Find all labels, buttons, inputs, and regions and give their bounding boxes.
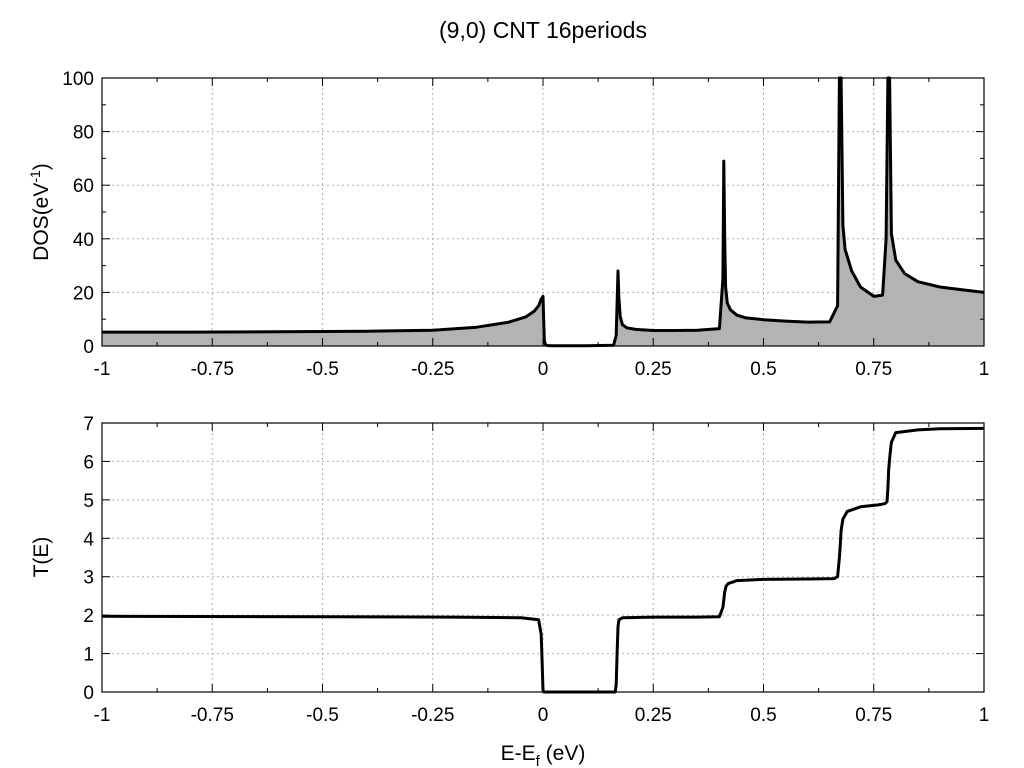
dos-y-tick-label: 100 (62, 69, 94, 90)
t-x-tick-label: -0.5 (306, 705, 339, 726)
dos-x-tick-label: -0.5 (306, 359, 339, 380)
dos-x-tick-label: 1 (979, 359, 990, 380)
dos-y-label-sup: -1 (27, 170, 43, 183)
t-x-tick-label: -0.75 (191, 705, 234, 726)
t-y-tick-label: 6 (83, 452, 94, 473)
chart-title: (9,0) CNT 16periods (439, 17, 647, 43)
dos-x-tick-label: -1 (94, 359, 111, 380)
dos-y-tick-label: 20 (73, 283, 94, 304)
dos-x-tick-label: -0.75 (191, 359, 234, 380)
t-x-tick-label: 0.25 (635, 705, 672, 726)
dos-y-tick-labels: 0 20 40 60 80 100 (62, 69, 94, 358)
dos-x-tick-label: 0.25 (635, 359, 672, 380)
x-label-sub: f (536, 753, 541, 768)
t-x-tick-label: 0.75 (855, 705, 892, 726)
t-ticks (101, 422, 985, 693)
dos-y-tick-label: 40 (73, 230, 94, 251)
t-y-tick-label: 2 (83, 606, 94, 627)
t-y-tick-label: 1 (83, 645, 94, 666)
dos-y-tick-label: 0 (83, 337, 94, 358)
transmission-curve (101, 426, 985, 694)
x-label-tail: (eV) (540, 742, 586, 765)
dos-y-axis-label: DOS(eV-1) (27, 163, 53, 261)
dos-curve (102, 76, 985, 348)
t-x-tick-label: 0.5 (750, 705, 776, 726)
dos-y-tick-label: 80 (73, 123, 94, 144)
t-x-tick-label: 0 (538, 705, 549, 726)
transmission-panel: -1 -0.75 -0.5 -0.25 0 0.25 0.5 0.75 1 0 1 2 3 4 5 6 7 T… (30, 414, 989, 768)
dos-ticks (101, 77, 985, 347)
dos-x-tick-label: 0.75 (855, 359, 892, 380)
dos-x-tick-label: -0.25 (411, 359, 454, 380)
t-x-tick-label: -1 (94, 705, 111, 726)
dos-y-label-main: DOS(eV (30, 183, 53, 261)
dos-panel: -1 -0.75 -0.5 -0.25 0 0.25 0.5 0.75 1 0 20 40 60 80 1… (27, 69, 989, 380)
t-x-tick-labels: -1 -0.75 -0.5 -0.25 0 0.25 0.5 0.75 1 (94, 705, 990, 726)
x-axis-label: E-Ef (eV) (501, 742, 586, 768)
dos-x-tick-label: 0.5 (750, 359, 776, 380)
t-y-tick-label: 3 (83, 568, 94, 589)
t-y-tick-label: 5 (83, 491, 94, 512)
x-label-main: E-E (501, 742, 536, 765)
dos-x-tick-labels: -1 -0.75 -0.5 -0.25 0 0.25 0.5 0.75 1 (94, 359, 990, 380)
t-y-tick-label: 4 (83, 529, 94, 550)
t-y-tick-label: 7 (83, 414, 94, 435)
t-x-tick-label: -0.25 (411, 705, 454, 726)
t-y-axis-label: T(E) (30, 537, 53, 578)
t-y-tick-labels: 0 1 2 3 4 5 6 7 (83, 414, 94, 704)
dos-y-tick-label: 60 (73, 176, 94, 197)
dos-fill-area (102, 78, 984, 346)
t-y-tick-label: 0 (83, 683, 94, 704)
dos-y-label-tail: ) (30, 163, 53, 170)
dos-x-tick-label: 0 (538, 359, 549, 380)
t-x-tick-label: 1 (979, 705, 990, 726)
